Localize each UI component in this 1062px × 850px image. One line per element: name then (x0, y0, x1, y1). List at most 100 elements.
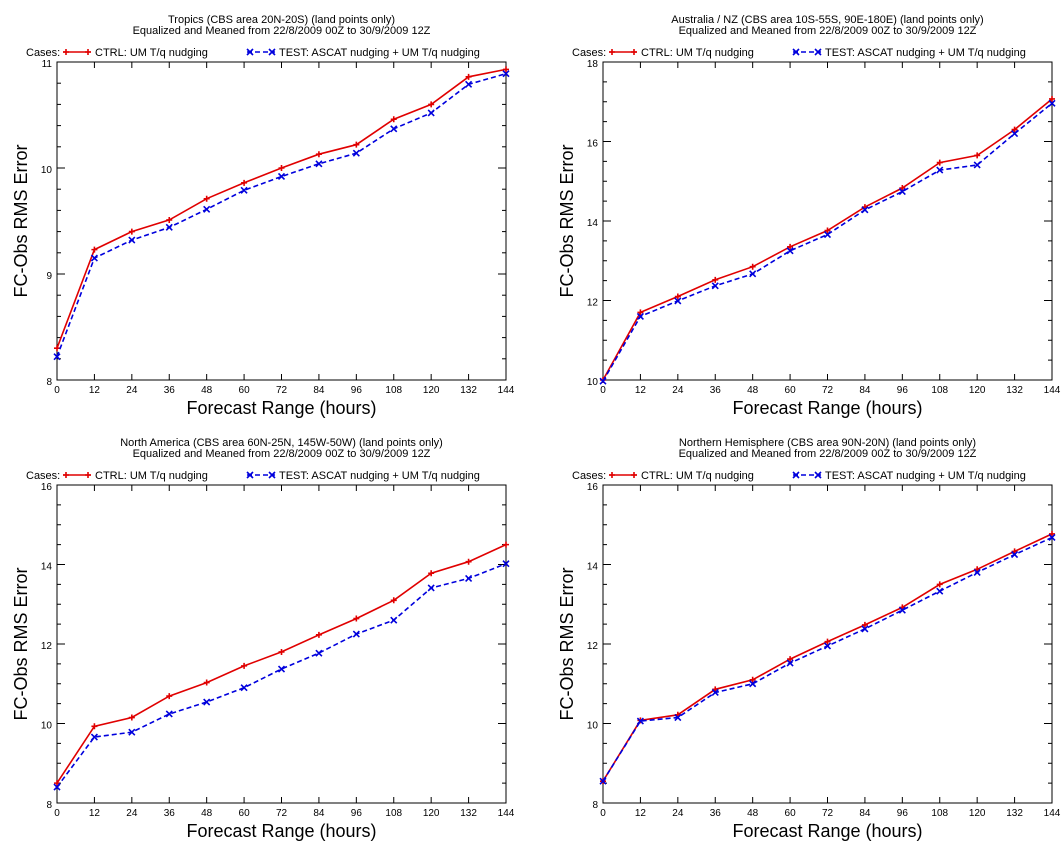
data-point-ctrl (824, 638, 831, 645)
x-tick-label: 84 (859, 385, 871, 396)
legend-marker-ctrl (63, 472, 69, 478)
data-point-ctrl (749, 676, 756, 683)
data-point-test (599, 377, 607, 385)
data-point-test (786, 247, 794, 255)
y-tick-label: 10 (587, 377, 599, 388)
data-point-test (502, 70, 510, 78)
data-point-test (936, 166, 944, 174)
y-tick-label: 11 (42, 59, 53, 70)
legend-prefix: Cases: (26, 470, 60, 482)
data-point-test (898, 188, 906, 196)
data-point-test (128, 236, 136, 244)
x-tick-label: 0 (54, 385, 60, 396)
data-point-ctrl (712, 686, 719, 693)
data-point-ctrl (91, 723, 98, 730)
data-point-test (674, 297, 682, 305)
legend-marker-test (792, 471, 800, 479)
legend-marker-ctrl (631, 472, 637, 478)
chart-subtitle: Equalized and Meaned from 22/8/2009 00Z … (133, 25, 431, 37)
x-tick-label: 60 (785, 808, 797, 819)
x-tick-label: 132 (460, 385, 477, 396)
legend-label-test: TEST: ASCAT nudging + UM T/q nudging (279, 470, 480, 482)
data-point-ctrl (91, 246, 98, 253)
data-point-test (973, 161, 981, 169)
x-tick-label: 96 (897, 385, 909, 396)
data-point-ctrl (824, 227, 831, 234)
chart-subtitle: Equalized and Meaned from 22/8/2009 00Z … (679, 25, 977, 37)
data-point-ctrl (503, 66, 509, 73)
data-point-test (861, 206, 869, 214)
data-point-ctrl (54, 345, 60, 352)
x-tick-label: 36 (164, 808, 176, 819)
series-line-ctrl (602, 98, 1053, 381)
x-tick-label: 108 (385, 385, 402, 396)
y-tick-label: 18 (587, 59, 599, 70)
data-point-test (165, 223, 173, 231)
data-point-test (502, 560, 510, 568)
series-line-ctrl (56, 68, 507, 349)
legend-marker-test (246, 471, 254, 479)
chart-title: Tropics (CBS area 20N-20S) (land points … (168, 14, 395, 26)
data-point-test (277, 665, 286, 673)
data-point-test (1011, 129, 1019, 138)
x-tick-label: 12 (635, 385, 647, 396)
chart-panel-2: Australia / NZ (CBS area 10S-55S, 90E-18… (557, 14, 1061, 418)
y-tick-label: 16 (41, 482, 53, 493)
data-point-ctrl (353, 615, 360, 622)
data-point-test (53, 783, 61, 791)
data-point-test (427, 584, 435, 592)
x-tick-label: 24 (126, 385, 138, 396)
plot-frame (56, 484, 507, 804)
data-point-test (749, 680, 757, 688)
legend-marker-test (268, 48, 276, 56)
x-tick-label: 108 (931, 385, 948, 396)
data-point-ctrl (278, 165, 285, 171)
data-point-ctrl (787, 243, 794, 250)
data-point-test (240, 186, 248, 194)
data-point-ctrl (166, 693, 173, 700)
data-point-ctrl (465, 73, 472, 80)
data-point-test (203, 205, 211, 213)
y-tick-label: 8 (46, 377, 52, 388)
data-point-test (636, 312, 644, 320)
data-point-test (315, 649, 323, 657)
series-line-ctrl (56, 543, 507, 784)
x-tick-label: 48 (747, 808, 759, 819)
legend-marker-ctrl (85, 49, 91, 55)
data-point-ctrl (1011, 126, 1018, 133)
data-point-ctrl (166, 216, 173, 223)
data-point-test (90, 733, 98, 741)
x-tick-label: 12 (635, 808, 647, 819)
data-point-ctrl (1049, 95, 1055, 102)
data-point-test (711, 688, 719, 697)
x-tick-label: 60 (239, 808, 251, 819)
data-point-ctrl (674, 293, 681, 300)
data-point-ctrl (353, 141, 360, 148)
data-point-ctrl (787, 656, 794, 663)
y-tick-label: 16 (587, 482, 599, 493)
chart-title: Northern Hemisphere (CBS area 90N-20N) (… (679, 437, 976, 449)
data-point-ctrl (1011, 548, 1018, 555)
data-point-ctrl (936, 159, 943, 166)
legend: Cases: CTRL: UM T/q nudging TEST: ASCAT nu… (572, 470, 1026, 482)
legend-marker-test (268, 471, 276, 479)
data-point-test (674, 713, 682, 722)
series-line-test (602, 536, 1053, 782)
series-ctrl (54, 66, 509, 352)
y-axis-label: FC-Obs RMS Error (11, 144, 31, 297)
y-tick-label: 12 (41, 641, 53, 652)
data-point-ctrl (315, 631, 322, 638)
x-tick-label: 144 (498, 385, 515, 396)
y-tick-label: 14 (587, 218, 599, 229)
x-tick-label: 36 (710, 385, 722, 396)
x-tick-label: 132 (1006, 808, 1023, 819)
legend-label-ctrl: CTRL: UM T/q nudging (95, 470, 208, 482)
data-point-ctrl (503, 541, 509, 548)
series-test (53, 70, 510, 361)
data-point-test (861, 625, 869, 633)
y-tick-label: 8 (46, 800, 52, 811)
data-point-test (823, 230, 832, 239)
data-point-test (90, 254, 98, 262)
data-point-ctrl (203, 195, 210, 202)
